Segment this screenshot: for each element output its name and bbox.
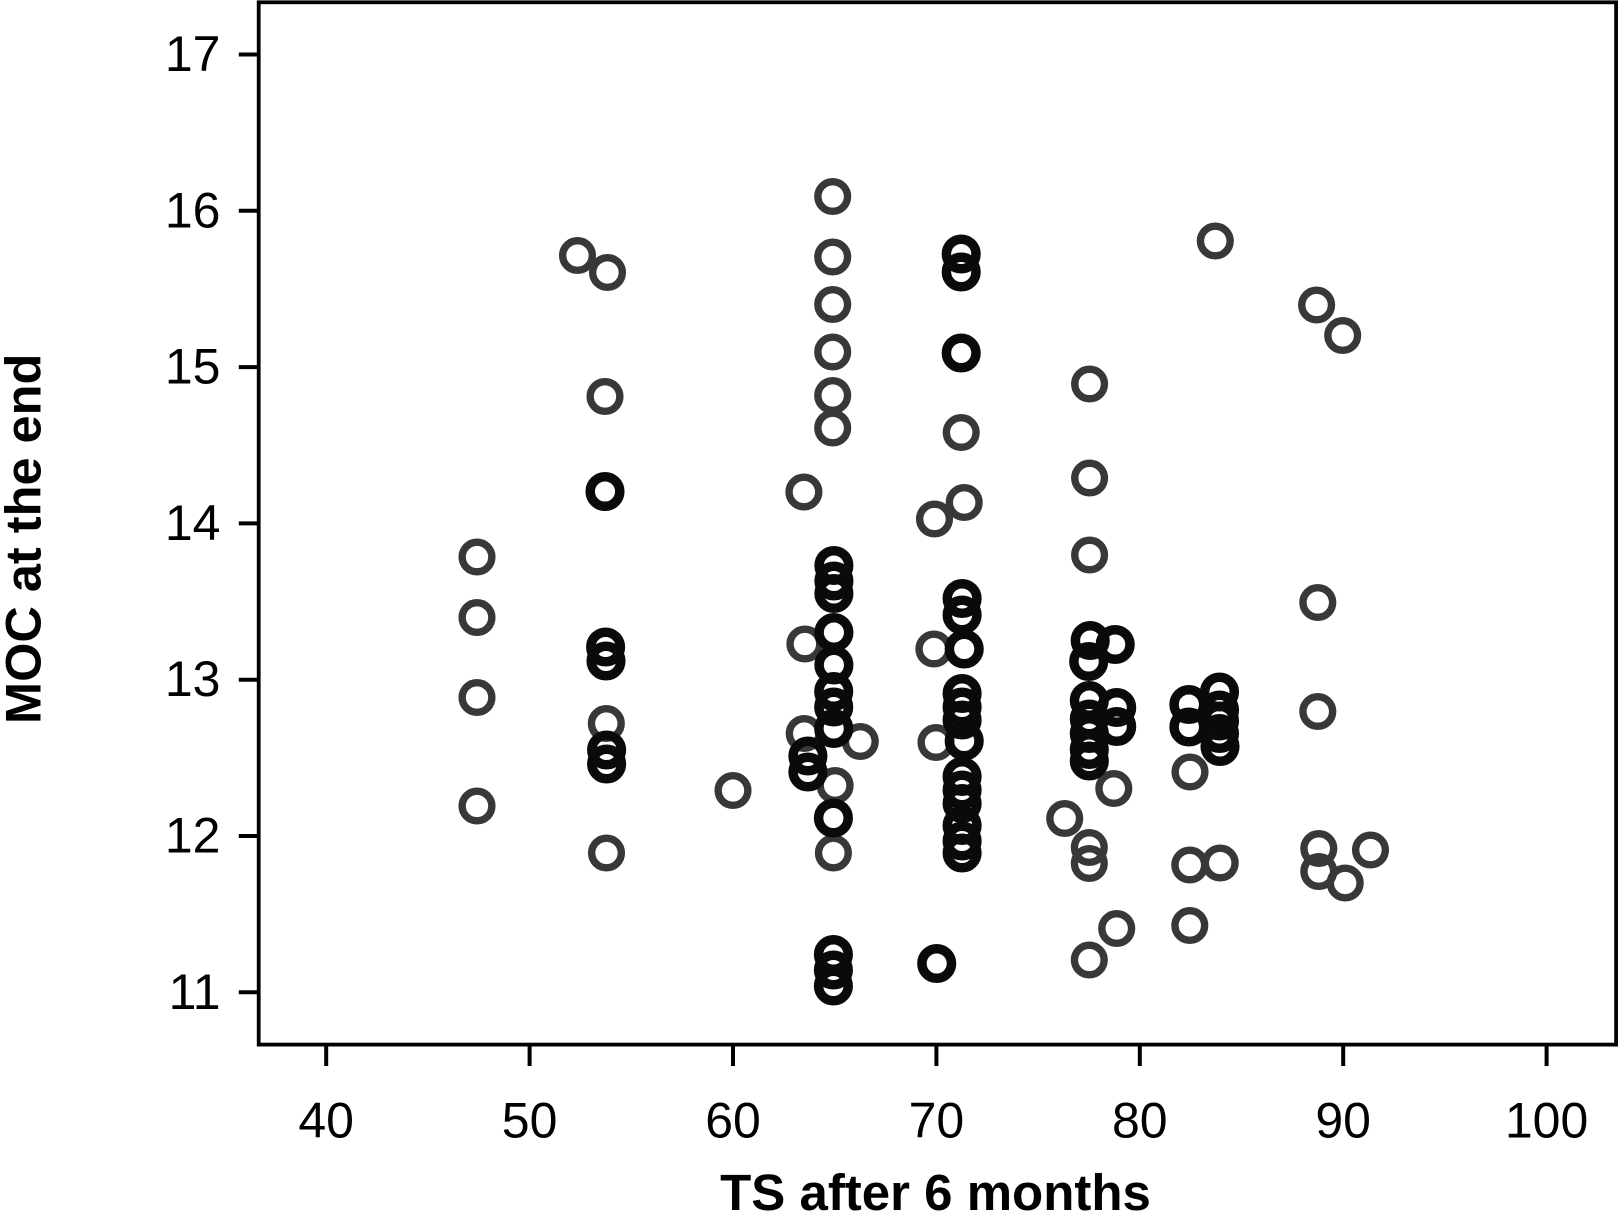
svg-text:14: 14: [165, 495, 221, 551]
svg-text:TS after 6 months: TS after 6 months: [720, 1164, 1151, 1213]
svg-text:17: 17: [165, 26, 221, 82]
svg-text:50: 50: [502, 1093, 558, 1149]
svg-text:11: 11: [169, 964, 221, 1020]
svg-text:MOC at the end: MOC at the end: [0, 354, 52, 724]
svg-text:40: 40: [298, 1093, 354, 1149]
svg-text:15: 15: [165, 339, 221, 395]
svg-text:12: 12: [165, 808, 221, 864]
svg-text:70: 70: [909, 1093, 965, 1149]
svg-text:100: 100: [1505, 1093, 1588, 1149]
svg-text:90: 90: [1315, 1093, 1371, 1149]
svg-text:13: 13: [165, 651, 221, 707]
svg-text:60: 60: [705, 1093, 761, 1149]
svg-text:80: 80: [1112, 1093, 1168, 1149]
svg-text:16: 16: [165, 182, 221, 238]
